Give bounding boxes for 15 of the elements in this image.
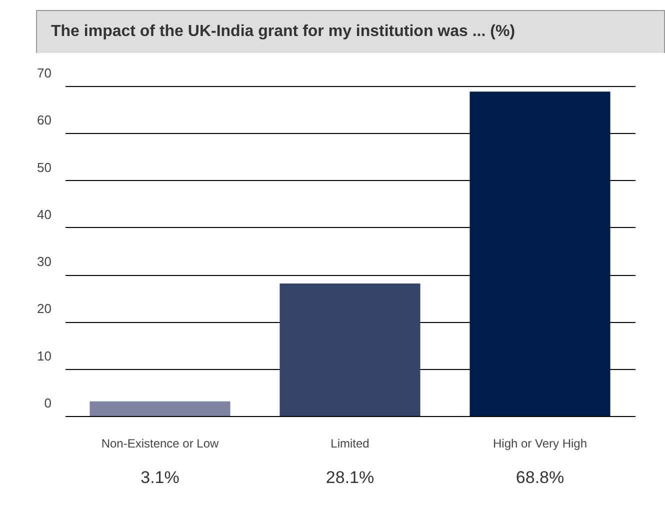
x-tick-label: Limited: [330, 436, 370, 450]
y-tick-label: 40: [37, 206, 52, 222]
x-tick-label: Non-Existence or Low: [101, 436, 220, 450]
y-tick-label: 50: [37, 160, 52, 175]
chart-title: The impact of the UK-India grant for my institution was ... (%): [36, 10, 665, 53]
data-label: 28.1%: [326, 468, 374, 487]
x-tick-label: High or Very High: [492, 436, 588, 450]
y-tick-label: 20: [37, 301, 52, 316]
y-tick-label: 10: [37, 348, 52, 364]
y-tick-label: 70: [37, 66, 52, 80]
data-label: 3.1%: [140, 468, 180, 487]
y-tick-label: 60: [37, 112, 52, 128]
y-tick-label: 30: [37, 254, 52, 270]
data-label: 68.8%: [516, 468, 564, 487]
y-tick-label: 0: [44, 396, 52, 410]
